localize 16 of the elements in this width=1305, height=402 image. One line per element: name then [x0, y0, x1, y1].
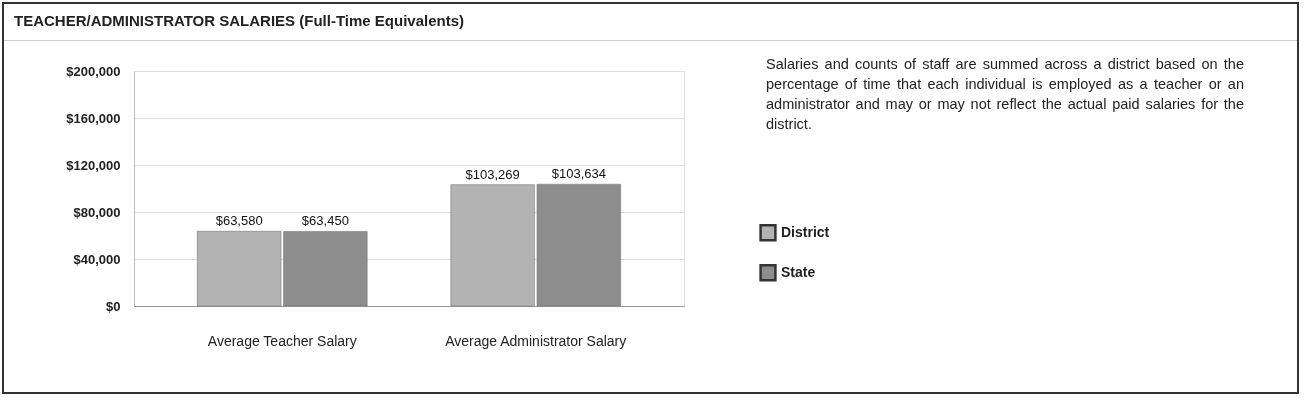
legend-label: State: [781, 263, 816, 280]
y-tick-label: $160,000: [66, 110, 121, 126]
y-tick-label: $200,000: [66, 63, 121, 79]
legend-label: District: [781, 223, 830, 240]
text: Salaries and counts of staff are summed across a district based on the percentage of time that each individual is employed as a teacher or an administrator and may or may not reflect the actual paid salaries for the district.: [766, 55, 1244, 134]
x-tick-label: Average Administrator Salary: [445, 332, 627, 349]
y-tick-label: $40,000: [73, 251, 121, 267]
chart-title: TEACHER/ADMINISTRATOR SALARIES (Full-Time Equivalents): [14, 12, 465, 29]
data-label: $103,634: [551, 166, 606, 182]
x-tick-label: Average Teacher Salary: [207, 332, 357, 349]
y-tick-label: $120,000: [66, 157, 121, 173]
y-tick-label: $0: [106, 298, 121, 314]
y-tick-label: $80,000: [73, 204, 121, 220]
data-label: $103,269: [465, 166, 520, 182]
data-label: $63,450: [301, 213, 349, 229]
data-label: $63,580: [215, 213, 263, 229]
